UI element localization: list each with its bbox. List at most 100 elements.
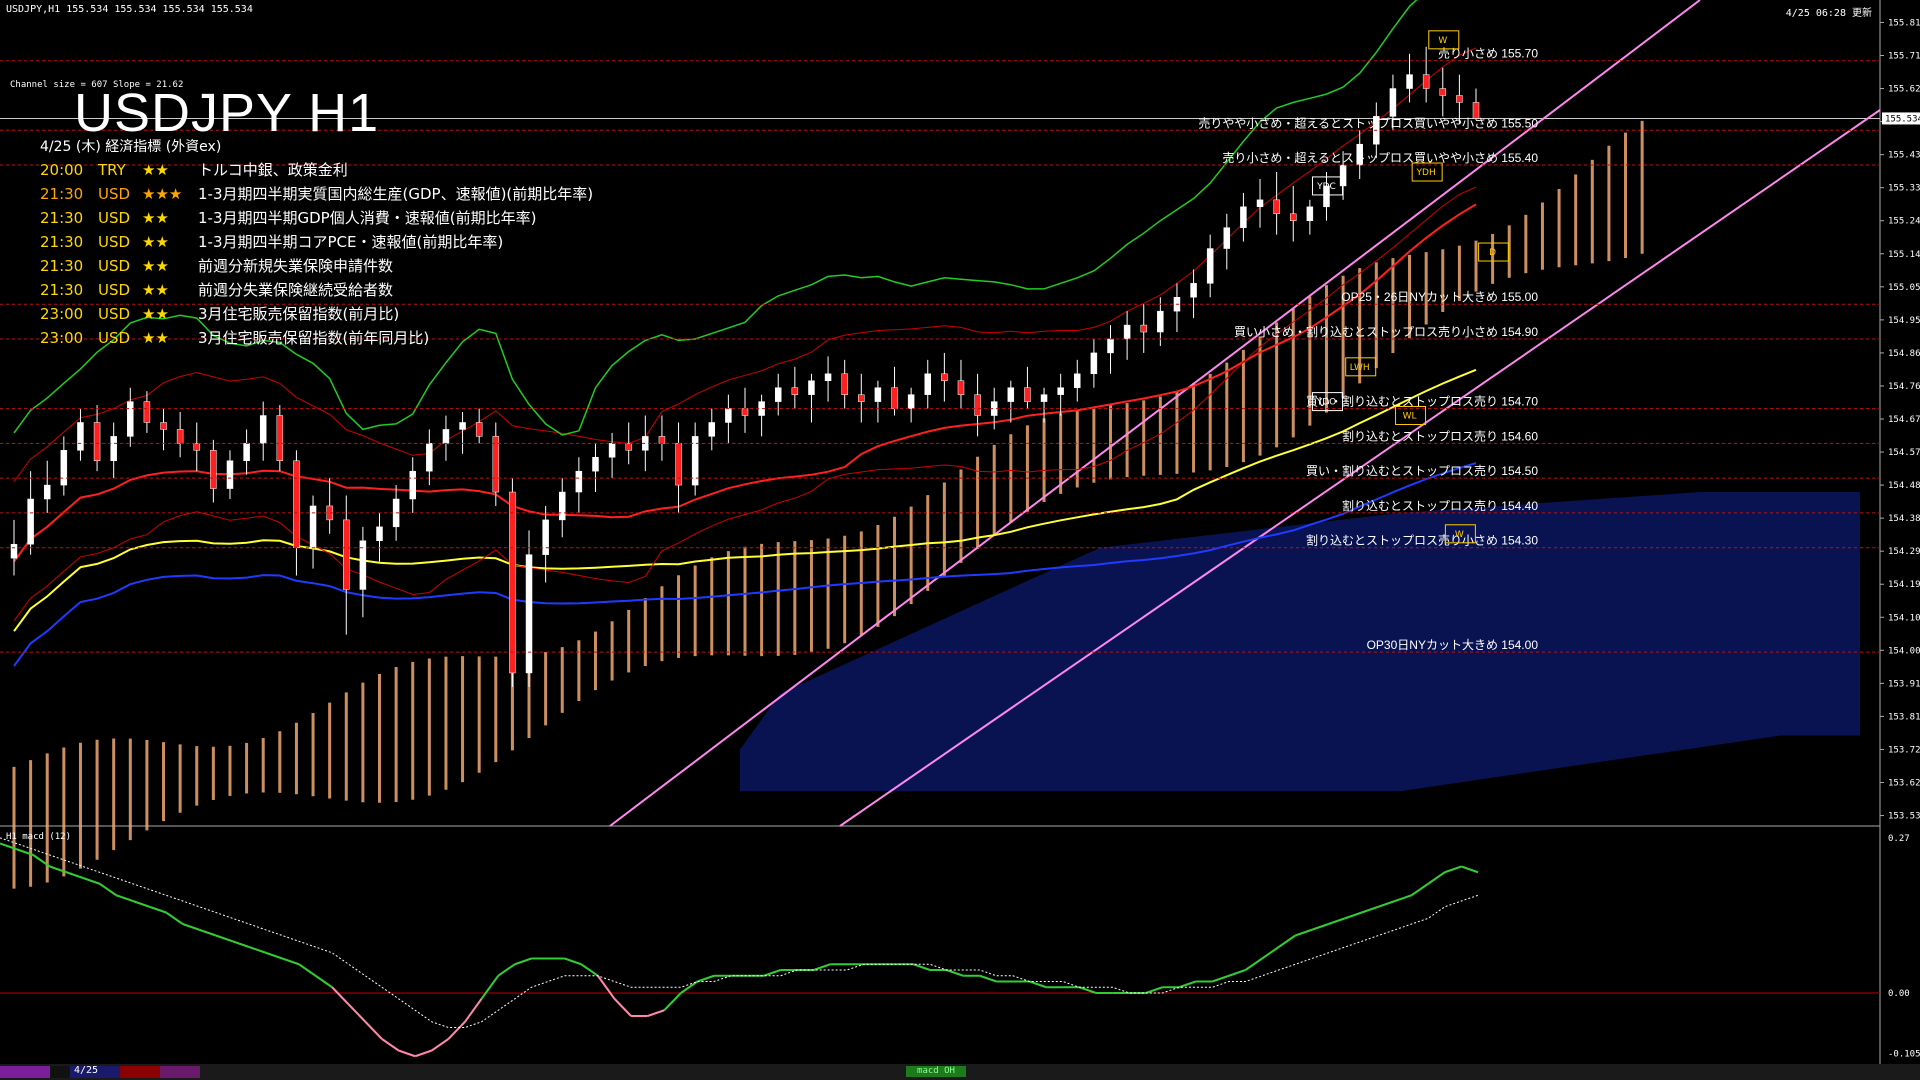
tf-color-2[interactable] xyxy=(50,1066,70,1078)
support-zone xyxy=(740,492,1860,792)
candle-body xyxy=(1157,310,1164,333)
price-tick-label: 154.765 xyxy=(1888,382,1920,392)
candle-body xyxy=(891,387,898,409)
macd-line xyxy=(1411,882,1429,897)
level-label: 買い・割り込むとストップロス売り 154.50 xyxy=(1306,463,1538,478)
box-label-text: YDH xyxy=(1416,168,1436,178)
server-time: 4/25 06:28 更新 xyxy=(1785,8,1872,19)
candle-body xyxy=(1240,206,1247,228)
candle-body xyxy=(924,373,931,395)
event-stars: ★★ xyxy=(142,305,169,323)
event-stars: ★★ xyxy=(142,329,169,347)
candle-body xyxy=(60,450,68,486)
event-stars: ★★ xyxy=(142,257,169,275)
chikou-green xyxy=(13,0,1418,436)
macd-line xyxy=(0,842,17,851)
macd-line xyxy=(115,894,134,902)
candle-body xyxy=(941,373,948,381)
candle-body xyxy=(359,540,367,590)
box-label-text: D xyxy=(1489,248,1496,258)
candle-body xyxy=(210,450,217,489)
macd-line xyxy=(464,998,483,1023)
box-label-frame xyxy=(1345,357,1377,377)
macd-line xyxy=(680,980,699,994)
event-stars: ★★ xyxy=(142,233,169,251)
candle-body xyxy=(1356,143,1363,166)
candle-body xyxy=(708,422,716,437)
macd-line xyxy=(82,877,100,885)
events-list: 20:00 TRY ★★ トルコ中銀、政策金利 21:30 USD ★★★ 1-3月期四半期実… xyxy=(40,158,593,350)
candle-body xyxy=(193,443,200,451)
price-tick-label: 154.955 xyxy=(1888,316,1920,326)
event-currency: USD xyxy=(98,257,131,275)
macd-line xyxy=(913,963,931,971)
event-currency: USD xyxy=(98,209,131,227)
event-text: 前週分失業保険継続受給者数 xyxy=(198,281,394,299)
event-text: 3月住宅販売保留指数(前年同月比) xyxy=(198,329,430,347)
macd-line xyxy=(1394,894,1412,902)
macd-tag[interactable]: macd OH xyxy=(906,1066,966,1077)
indicator-lines xyxy=(13,0,1881,827)
candle-body xyxy=(1323,185,1330,208)
candle-body xyxy=(1339,164,1347,187)
candle-body xyxy=(808,380,815,395)
macd-line xyxy=(1461,865,1479,874)
level-annotations: 売り小さめ 155.70 売りやや小さめ・超えるとストップロス買いやや小さめ 15… xyxy=(0,30,1880,653)
macd-line xyxy=(697,974,715,983)
candle-body xyxy=(1140,324,1147,333)
candle-body xyxy=(1406,74,1413,89)
candle-body xyxy=(1123,324,1131,340)
event-text: 3月住宅販売保留指数(前月比) xyxy=(198,305,400,323)
macd-line xyxy=(1311,923,1329,931)
price-tick-label: 154.100 xyxy=(1888,613,1920,623)
event-row: 21:30 USD ★★★ 1-3月期四半期実質国内総生産(GDP、速報値)(前期比年… xyxy=(40,182,593,206)
level-label: 買い・割り込むとストップロス売り 154.70 xyxy=(1306,394,1538,409)
candle-body xyxy=(774,387,782,402)
level-label: OP30日NYカット大きめ 154.00 xyxy=(1367,638,1539,652)
candle-body xyxy=(725,408,732,423)
event-row: 21:30 USD ★★ 前週分失業保険継続受給者数 xyxy=(40,278,593,302)
candle-body xyxy=(442,429,450,444)
candle-body xyxy=(874,387,882,402)
candle-body xyxy=(691,436,699,486)
macd-panel: 0.27 0.00 -0.105 xyxy=(0,834,1920,1059)
candle-body xyxy=(1074,373,1081,388)
candle-body xyxy=(226,460,234,489)
macd-line xyxy=(663,992,682,1011)
tf-color-3[interactable] xyxy=(70,1066,120,1078)
candle-body xyxy=(1439,88,1447,96)
level-label: 売り小さめ・超えるとストップロス買いやや小さめ 155.40 xyxy=(1222,150,1538,165)
macd-line xyxy=(215,934,233,943)
macd-line xyxy=(514,957,532,966)
price-grid xyxy=(0,0,1881,1064)
candle-body xyxy=(1107,338,1114,354)
candle-body xyxy=(160,422,167,430)
candle-body xyxy=(127,401,134,437)
price-tick-label: 154.195 xyxy=(1888,580,1920,590)
tf-color-5[interactable] xyxy=(160,1066,200,1078)
candle-body xyxy=(525,554,533,674)
event-text: 1-3月期四半期コアPCE・速報値(前期比年率) xyxy=(198,233,504,251)
timeframe-bar[interactable]: 4/25 macd OH xyxy=(0,1064,1920,1080)
event-currency: USD xyxy=(98,281,131,299)
price-tick-label: 154.005 xyxy=(1888,646,1920,656)
macd-axis-label: 0.27 xyxy=(1888,834,1910,844)
tf-color-4[interactable] xyxy=(120,1066,160,1078)
candle-body xyxy=(592,457,599,472)
event-row: 20:00 TRY ★★ トルコ中銀、政策金利 xyxy=(40,158,593,182)
macd-line xyxy=(1261,946,1280,960)
macd-line xyxy=(1278,934,1296,948)
events-header: 4/25 (木) 経済指標 (外資ex) xyxy=(40,139,222,155)
level-label: 割り込むとストップロス売り 154.60 xyxy=(1342,428,1538,443)
level-label: 買い小さめ・割り込むとストップロス売り小さめ 154.90 xyxy=(1234,324,1538,339)
tf-color-1[interactable] xyxy=(0,1066,50,1078)
event-text: 1-3月期四半期GDP個人消費・速報値(前期比年率) xyxy=(198,209,537,227)
candle-body xyxy=(1040,394,1048,402)
macd-line xyxy=(1211,974,1230,983)
candle-body xyxy=(77,422,84,451)
tf-date: 4/25 xyxy=(74,1065,99,1076)
current-price-label: 155.534 xyxy=(1885,114,1920,124)
candle-body xyxy=(1422,74,1430,89)
price-tick-label: 154.290 xyxy=(1888,547,1920,557)
